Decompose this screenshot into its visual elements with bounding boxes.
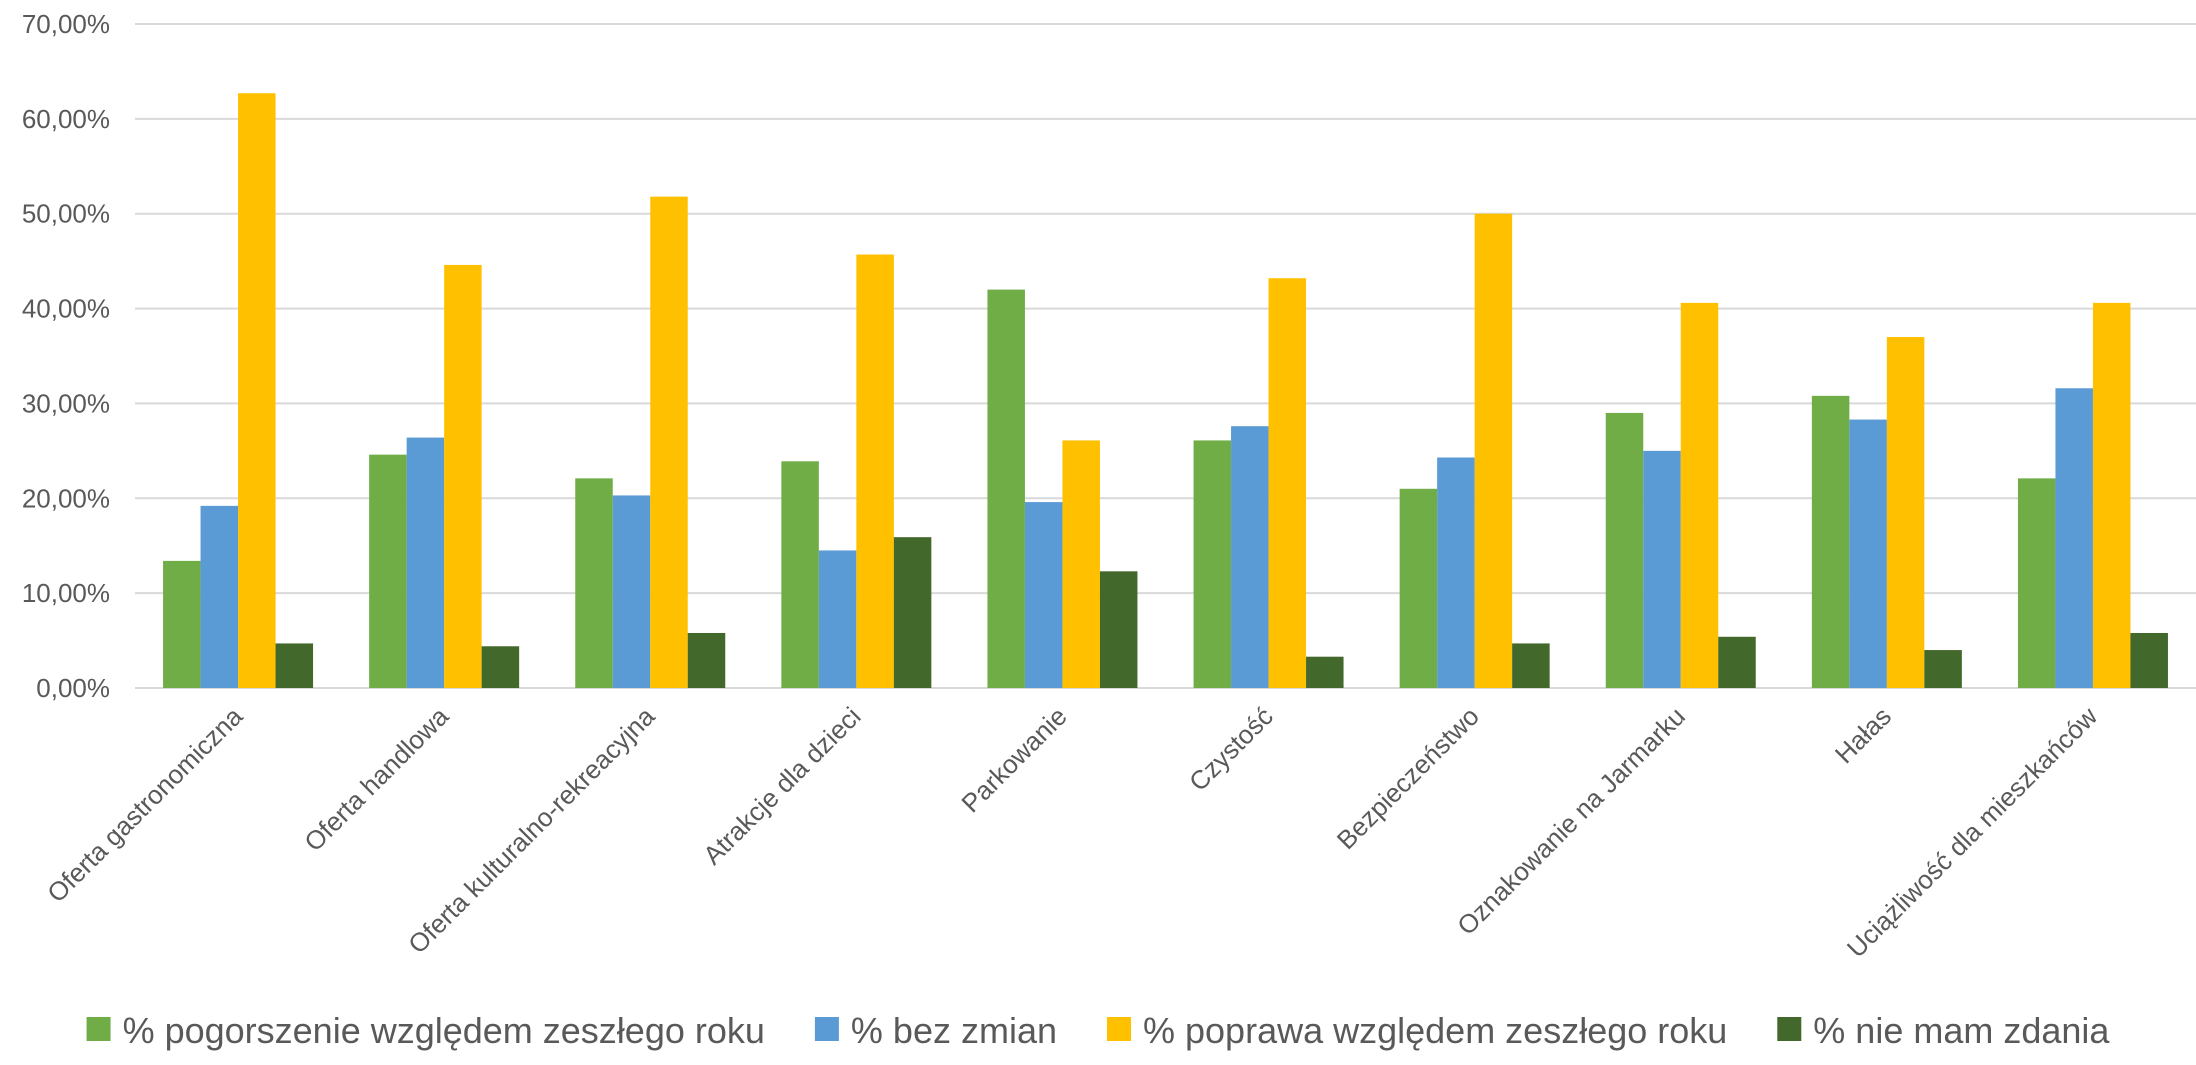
bar: [1886, 337, 1925, 688]
bar: [2055, 388, 2093, 688]
category-label: Uciążliwość dla mieszkańców: [1841, 701, 2103, 963]
bar: [893, 537, 932, 688]
bar: [2130, 632, 2168, 688]
bar: [1193, 440, 1232, 688]
category-label: Oferta gastronomiczna: [41, 701, 249, 909]
legend-label: % poprawa względem zeszłego roku: [1143, 1010, 1727, 1051]
bar: [2017, 478, 2056, 688]
y-tick-label: 50,00%: [22, 199, 110, 229]
bar: [1718, 636, 1756, 688]
legend-swatch: [86, 1017, 111, 1041]
bar: [1811, 395, 1850, 688]
category-label: Parkowanie: [955, 701, 1072, 818]
bar: [1399, 488, 1438, 688]
bar: [163, 560, 201, 688]
bar: [1099, 571, 1138, 688]
y-tick-label: 10,00%: [22, 578, 110, 608]
bar: [1231, 426, 1269, 688]
category-label: Oferta kulturalno-rekreacyjna: [402, 701, 661, 960]
category-label: Bezpieczeństwo: [1331, 701, 1485, 855]
legend-swatch: [1107, 1017, 1131, 1041]
bar: [687, 632, 726, 688]
bar: [1643, 450, 1681, 688]
bar: [1306, 656, 1344, 688]
bar: [481, 646, 520, 688]
x-axis-category-labels: Oferta gastronomiczna Oferta handlowaOfer…: [41, 701, 2103, 964]
y-tick-label: 0,00%: [36, 673, 110, 703]
y-tick-label: 70,00%: [22, 9, 110, 39]
y-axis-tick-labels: 0,00% 10,00% 20,00% 30,00% 40,00% 50,00% 60,00…: [22, 9, 110, 703]
bar: [1605, 412, 1644, 688]
bar: [444, 264, 482, 688]
bar: [612, 495, 651, 688]
y-tick-label: 30,00%: [22, 388, 110, 418]
category-label: Atrakcje dla dzieci: [697, 701, 866, 870]
bar: [1437, 457, 1475, 688]
bar: [1512, 643, 1550, 688]
bar: [1474, 213, 1513, 688]
bar: [369, 454, 407, 688]
y-tick-label: 60,00%: [22, 104, 110, 134]
category-label: Hałas: [1829, 701, 1897, 769]
bar: [200, 505, 239, 688]
bar: [650, 196, 688, 688]
bar: [2092, 302, 2131, 688]
bar: [987, 289, 1025, 688]
bar: [406, 437, 445, 688]
bar: [1062, 440, 1100, 688]
legend-swatch: [1777, 1017, 1802, 1041]
legend-swatch: [814, 1017, 839, 1041]
bar: [1849, 419, 1887, 688]
y-tick-label: 40,00%: [22, 294, 110, 324]
legend-label: % bez zmian: [851, 1010, 1057, 1051]
bar: [1024, 502, 1063, 688]
bar: [818, 550, 857, 688]
bar: [1268, 278, 1307, 688]
bar: [856, 254, 894, 688]
bar: [1924, 650, 1962, 688]
bar: [275, 643, 314, 688]
bar: [1680, 302, 1719, 688]
legend-label: % pogorszenie względem zeszłego roku: [123, 1010, 765, 1051]
y-tick-label: 20,00%: [22, 483, 110, 513]
bar: [575, 478, 613, 688]
category-label: Oznakowanie na Jarmarku: [1451, 701, 1691, 941]
bar: [238, 93, 276, 688]
legend-label: % nie mam zdania: [1813, 1010, 2110, 1051]
bar: [781, 461, 819, 688]
bars: [163, 93, 2168, 688]
category-label: Oferta handlowa: [298, 701, 455, 858]
legend: % pogorszenie względem zeszłego roku % be…: [86, 1010, 2110, 1051]
category-label: Czystość: [1183, 701, 1279, 797]
